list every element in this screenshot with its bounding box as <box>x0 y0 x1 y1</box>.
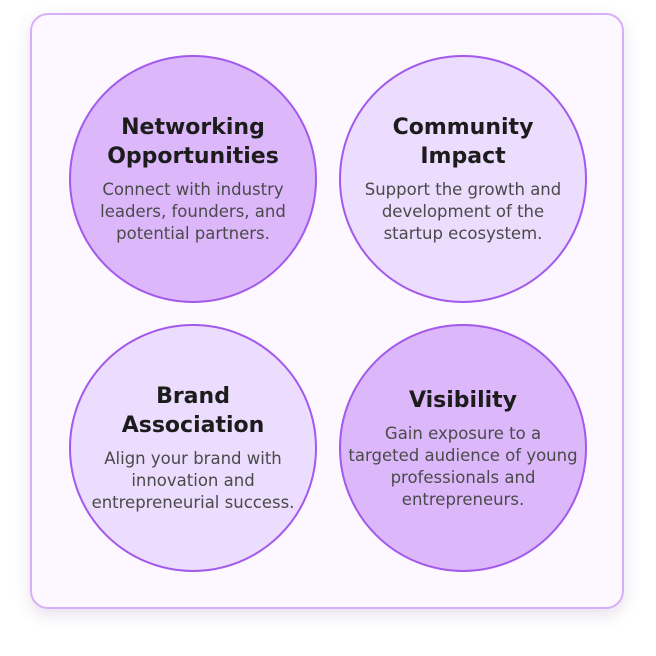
benefit-description: Support the growth and development of th… <box>364 180 562 243</box>
benefit-circle-community: Community Impact Support the growth and … <box>339 55 587 303</box>
benefit-title: Community Impact <box>392 115 534 169</box>
benefit-description: Connect with industry leaders, founders,… <box>100 180 286 243</box>
benefit-circle-brand: Brand Association Align your brand with … <box>69 324 317 572</box>
benefit-description: Gain exposure to a targeted audience of … <box>348 423 578 509</box>
benefit-circle-networking: Networking Opportunities Connect with in… <box>69 55 317 303</box>
benefit-circle-visibility: Visibility Gain exposure to a targeted a… <box>339 324 587 572</box>
benefit-title: Networking Opportunities <box>107 115 279 169</box>
benefit-title: Brand Association <box>121 384 265 438</box>
benefit-description: Align your brand with innovation and ent… <box>91 449 295 512</box>
benefit-title: Visibility <box>408 387 518 413</box>
